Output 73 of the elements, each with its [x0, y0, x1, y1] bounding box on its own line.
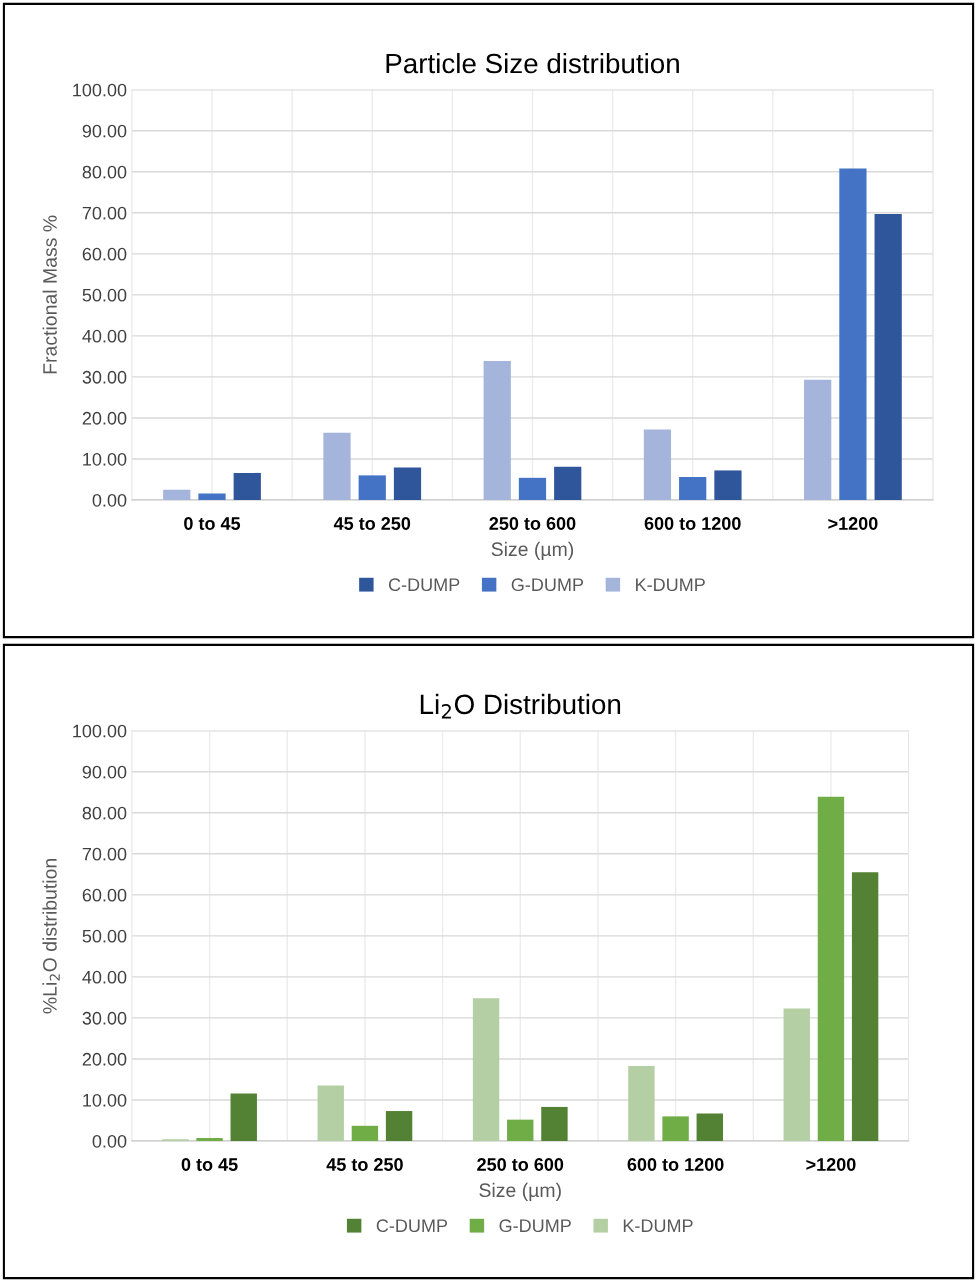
- bar: [483, 360, 511, 500]
- y-tick-label: 60.00: [82, 888, 127, 902]
- bar: [163, 489, 191, 500]
- bar: [851, 872, 879, 1141]
- y-tick-label: 40.00: [82, 970, 127, 984]
- y-tick-label: 0.00: [92, 493, 127, 507]
- x-tick-label: >1200: [828, 517, 878, 530]
- x-tick-label: 0 to 45: [184, 517, 241, 530]
- y-tick-label: 10.00: [83, 452, 127, 466]
- y-tick-label: 100.00: [73, 83, 127, 97]
- bar: [393, 467, 422, 500]
- bar: [679, 477, 707, 500]
- y-tick-label: 30.00: [82, 1011, 127, 1025]
- y-tick-label: 20.00: [82, 411, 127, 425]
- bar: [233, 472, 261, 500]
- chart-title: Particle Size distribution: [386, 52, 679, 74]
- bar: [839, 168, 867, 500]
- x-tick-label: 0 to 45: [181, 1158, 238, 1171]
- y-tick-label: 70.00: [82, 206, 127, 220]
- y-tick-label: 50.00: [82, 288, 127, 302]
- bar: [804, 379, 832, 500]
- x-tick-label: 250 to 600: [489, 517, 576, 530]
- y-tick-label: 60.00: [82, 247, 127, 261]
- bar: [230, 1093, 257, 1141]
- legend-label: C-DUMP: [376, 1219, 448, 1233]
- bar: [874, 214, 902, 500]
- bar: [696, 1113, 723, 1141]
- y-tick-label: 0.00: [92, 1134, 127, 1148]
- y-tick-label: 100.00: [73, 724, 127, 738]
- legend-label: C-DUMP: [388, 578, 460, 592]
- bar: [317, 1085, 344, 1141]
- y-tick-label: 90.00: [82, 124, 127, 138]
- bar: [358, 475, 386, 500]
- bar: [817, 796, 845, 1141]
- x-axis-title: Size (µm): [479, 1182, 561, 1201]
- x-axis-title: Size (µm): [491, 541, 574, 560]
- chart-title: Li$_{2}$O Distribution: [420, 693, 621, 719]
- legend-label: K-DUMP: [623, 1219, 693, 1233]
- y-tick-label: 70.00: [82, 847, 127, 861]
- y-tick-label: 80.00: [82, 806, 127, 820]
- x-tick-label: 45 to 250: [326, 1158, 403, 1171]
- bar: [554, 466, 582, 500]
- y-tick-label: 30.00: [82, 370, 127, 384]
- bar: [323, 432, 351, 500]
- bar: [783, 1008, 810, 1141]
- x-tick-label: 250 to 600: [477, 1158, 564, 1171]
- y-tick-label: 10.00: [83, 1093, 127, 1107]
- x-tick-label: 600 to 1200: [627, 1158, 724, 1171]
- legend-label: G-DUMP: [499, 1219, 571, 1233]
- bar: [472, 998, 500, 1141]
- bar: [662, 1116, 689, 1141]
- x-tick-label: 600 to 1200: [644, 517, 741, 530]
- bar: [518, 477, 547, 500]
- bar: [196, 1138, 223, 1141]
- y-tick-label: 50.00: [82, 929, 127, 943]
- bar: [198, 493, 226, 500]
- bar: [628, 1065, 655, 1141]
- bar: [385, 1111, 413, 1141]
- bar: [507, 1119, 534, 1141]
- y-tick-label: 90.00: [82, 765, 127, 779]
- y-axis-title: Fractional Mass %: [42, 215, 57, 374]
- y-tick-label: 80.00: [82, 165, 127, 179]
- bar: [351, 1125, 379, 1141]
- bar: [714, 470, 742, 500]
- legend-label: G-DUMP: [511, 578, 584, 592]
- x-tick-label: 45 to 250: [333, 517, 411, 530]
- legend-label: K-DUMP: [636, 578, 705, 592]
- bar: [643, 429, 672, 500]
- y-tick-label: 40.00: [82, 329, 127, 343]
- y-tick-label: 20.00: [82, 1052, 127, 1066]
- y-axis-title: %Li$_{2}$O distribution: [42, 859, 60, 1014]
- bar: [541, 1106, 568, 1141]
- x-tick-label: >1200: [806, 1158, 856, 1171]
